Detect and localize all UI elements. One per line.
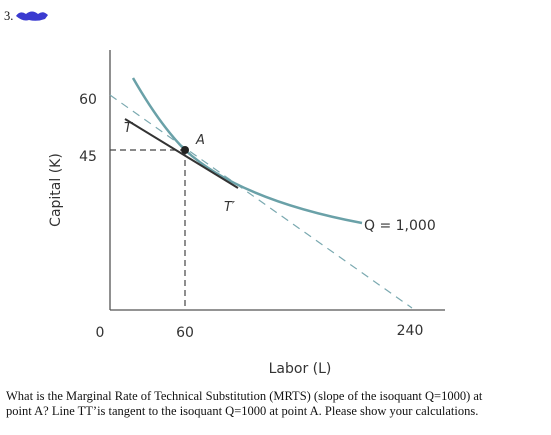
x-tick-label: 0 bbox=[96, 325, 105, 341]
y-tick-label: 45 bbox=[79, 149, 97, 165]
y-tick-label: 60 bbox=[79, 92, 97, 108]
tangent-label: T′ bbox=[224, 200, 235, 215]
tangent-line bbox=[124, 118, 239, 189]
question-number: 3. bbox=[4, 9, 13, 23]
x-axis-label: Labor (L) bbox=[269, 361, 332, 377]
point-label: A bbox=[195, 133, 205, 148]
isoquant bbox=[131, 77, 363, 225]
figure: 60 45 0 60 240 Capital (K) Labor (L) A T… bbox=[48, 50, 445, 377]
point-a bbox=[181, 146, 189, 154]
question-line: point A? Line TT’is tangent to the isoqu… bbox=[6, 404, 478, 418]
x-tick-label: 60 bbox=[176, 325, 194, 341]
scribble bbox=[16, 11, 48, 21]
isoquant-label: Q = 1,000 bbox=[364, 218, 436, 234]
x-tick-label: 240 bbox=[397, 323, 424, 339]
y-axis-label: Capital (K) bbox=[48, 153, 64, 227]
tangent-label: T bbox=[124, 121, 133, 136]
tangent-extension bbox=[109, 94, 413, 309]
question-line: What is the Marginal Rate of Technical S… bbox=[6, 389, 483, 403]
